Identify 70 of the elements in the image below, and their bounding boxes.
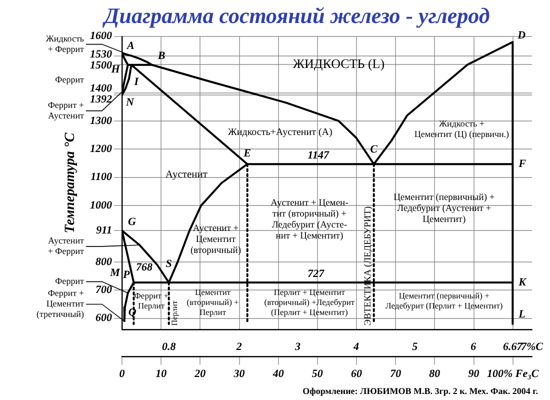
y-tick-label: 1500 xyxy=(90,60,112,72)
x2-tick-label: 30 xyxy=(232,368,246,380)
annotation: Цементит (вторичный) + Перлит xyxy=(186,287,240,318)
x2-tick-label: 90 xyxy=(468,368,480,380)
x2-tick-label: 20 xyxy=(194,368,206,380)
y-tick-label: 1200 xyxy=(90,143,112,156)
annotation: N xyxy=(125,96,135,108)
annotation: Феррит xyxy=(55,276,84,286)
annotation: ЖИДКОСТЬ (L) xyxy=(292,56,385,72)
x2-tick-label: 0 xyxy=(119,368,126,380)
text: Феррит xyxy=(55,74,84,84)
annotation: Феррит + Цементит (третичный) xyxy=(36,288,84,320)
annotation: I xyxy=(133,76,140,88)
annotation: Перлит + Цементит (вторичный) +Ледебурит (Перлит + Цементит) xyxy=(264,287,355,318)
annotation: Цементит (первичный) + Ледебурит (Аустенит + Цементит) xyxy=(394,192,495,225)
annotation: 1147 xyxy=(308,149,330,162)
x-tick-label: 7%C xyxy=(521,341,544,354)
y-tick-label: 1530 xyxy=(90,48,112,61)
annotation: K xyxy=(518,276,527,288)
annotation: ЭВТЕКТИКА (ЛЕДЕБУРИТ) xyxy=(364,206,374,326)
text: M xyxy=(109,267,122,280)
annotation: C xyxy=(370,143,378,156)
x-tick-label: 6 xyxy=(470,341,477,354)
x2-tick-label: 10 xyxy=(156,368,168,380)
y-tick-label: 1600 xyxy=(90,30,112,42)
x2-tick-label: 100% Fe₃C xyxy=(486,368,540,380)
x2-tick-label: 50 xyxy=(312,368,324,380)
annotation: A xyxy=(126,40,134,52)
y-tick-label: 1400 xyxy=(90,82,112,94)
text: Оформление: ЛЮБИМОВ М.В. 3гр. 2 к. Мех. Фак. 2004 г. xyxy=(302,386,538,396)
y-tick-label: 1300 xyxy=(90,114,112,127)
x-tick-label: 6.67 xyxy=(503,341,523,354)
annotation: D xyxy=(516,29,526,42)
x-tick-label: 4 xyxy=(352,341,360,354)
y-tick-label: 911 xyxy=(96,224,112,236)
y-tick-label: 1392 xyxy=(90,93,112,106)
x-tick-label: 2 xyxy=(235,341,242,354)
annotation: Аустенит + Цементит (вторичный) xyxy=(190,224,241,256)
x2-tick-label: 70 xyxy=(390,368,402,380)
annotation: 768 xyxy=(136,261,154,274)
y-tick-label: 1100 xyxy=(90,171,112,184)
y-tick-label: 1000 xyxy=(90,199,112,212)
y-tick-label: 800 xyxy=(96,256,112,268)
annotation: B xyxy=(156,50,166,62)
annotation: Аустенит + Цемен- тит (вторичный) + Ледебурит (Аусте- нит + Цементит) xyxy=(270,198,348,242)
annotation: P xyxy=(122,268,130,281)
annotation: L xyxy=(518,308,526,320)
annotation: G xyxy=(128,216,136,228)
annotation: Перлит xyxy=(170,300,179,326)
y-tick-label: 700 xyxy=(96,284,112,296)
annotation: Аустенит xyxy=(165,169,208,180)
annotation: E xyxy=(242,147,252,160)
annotation: Жидкость + Феррит xyxy=(46,33,84,54)
annotation: 727 xyxy=(308,268,325,280)
x2-tick-label: 60 xyxy=(351,368,363,380)
annotation: S xyxy=(166,258,172,270)
y-tick-label: 600 xyxy=(96,312,112,324)
annotation: Аустенит + Феррит xyxy=(48,236,84,256)
annotation: Жидкость + Цементит (Ц) (первичн.) xyxy=(414,118,510,140)
x-tick-label: 5 xyxy=(412,341,418,354)
x2-tick-label: 80 xyxy=(429,368,441,380)
annotation: Цементит (первичный) + Ледебурит (Перлит + Цементит) xyxy=(386,290,503,311)
x-tick-label: 0.8 xyxy=(162,341,176,354)
x2-tick-label: 40 xyxy=(272,368,284,380)
annotation: Феррит + Аустенит xyxy=(48,100,84,120)
chart-title: Диаграмма состояний железо - углерод xyxy=(102,2,490,28)
x-tick-label: 3 xyxy=(294,341,301,354)
y-axis-title: Температура °C xyxy=(63,132,78,234)
annotation: F xyxy=(518,158,527,170)
annotation: Жидкость+Аустенит (А) xyxy=(228,126,332,138)
